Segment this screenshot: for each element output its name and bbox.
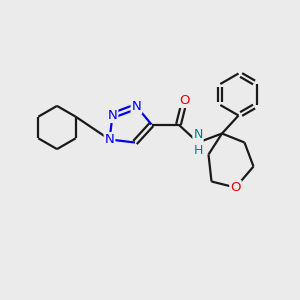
Text: N: N xyxy=(105,133,114,146)
Text: O: O xyxy=(179,94,190,107)
Text: N: N xyxy=(132,100,141,113)
Text: N
H: N H xyxy=(193,128,203,157)
Text: N: N xyxy=(108,109,117,122)
Text: O: O xyxy=(230,181,241,194)
